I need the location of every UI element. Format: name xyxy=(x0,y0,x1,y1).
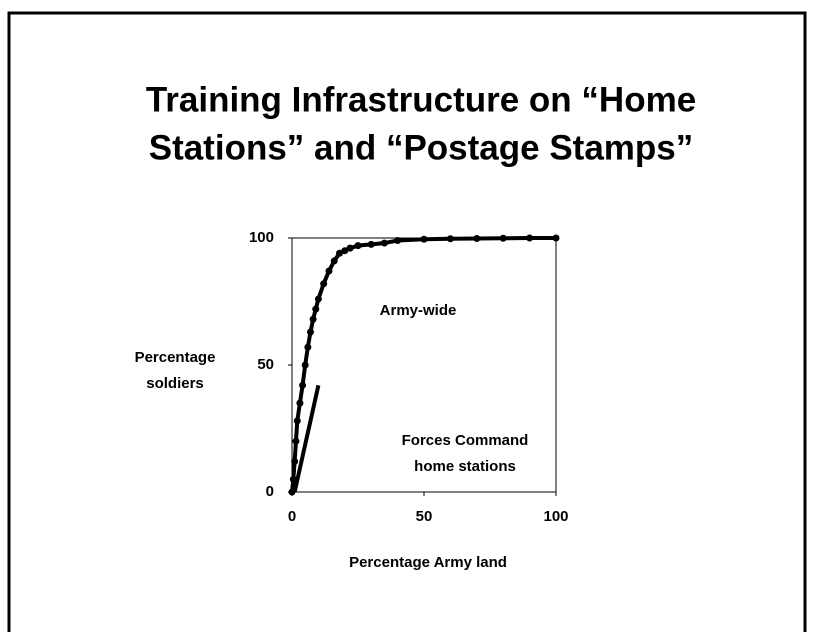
y-tick-label: 0 xyxy=(266,483,274,500)
data-point xyxy=(380,239,388,247)
data-point xyxy=(306,328,314,336)
data-point xyxy=(420,235,428,243)
slide-title: Training Infrastructure on “Home xyxy=(146,80,696,119)
data-point xyxy=(314,295,322,303)
data-point xyxy=(354,242,362,250)
slide-title: Stations” and “Postage Stamps” xyxy=(149,128,694,167)
data-point xyxy=(304,343,312,351)
data-point xyxy=(346,244,354,252)
data-point xyxy=(499,234,507,242)
series-label: home stations xyxy=(414,458,516,475)
data-point xyxy=(320,280,328,288)
y-axis-label: Percentage xyxy=(135,349,216,366)
plot-frame xyxy=(291,237,557,493)
data-point xyxy=(299,381,307,389)
y-axis-label: soldiers xyxy=(146,375,204,392)
data-point xyxy=(552,234,560,242)
data-point xyxy=(325,267,333,275)
data-point xyxy=(301,361,309,369)
series-label: Army-wide xyxy=(380,302,457,319)
data-point xyxy=(309,315,317,323)
data-point xyxy=(330,257,338,265)
data-point xyxy=(312,305,320,313)
data-point xyxy=(296,399,304,407)
slide-border xyxy=(7,11,807,632)
x-axis-label: Percentage Army land xyxy=(349,554,507,571)
x-tick-label: 50 xyxy=(416,508,433,525)
data-point xyxy=(336,249,344,257)
series-line xyxy=(290,236,556,493)
x-tick-label: 100 xyxy=(543,508,568,525)
x-tick-label: 0 xyxy=(288,508,296,525)
data-point xyxy=(473,235,481,243)
data-point xyxy=(293,417,301,425)
data-point xyxy=(526,234,534,242)
data-point xyxy=(446,235,454,243)
series-label: Forces Command xyxy=(402,432,529,449)
y-tick-label: 50 xyxy=(257,356,274,373)
data-point xyxy=(291,458,299,466)
data-point xyxy=(292,437,300,445)
y-tick-label: 100 xyxy=(249,229,274,246)
data-point xyxy=(341,247,349,255)
series-line xyxy=(292,384,321,493)
data-point xyxy=(367,240,375,248)
data-point xyxy=(394,237,402,245)
